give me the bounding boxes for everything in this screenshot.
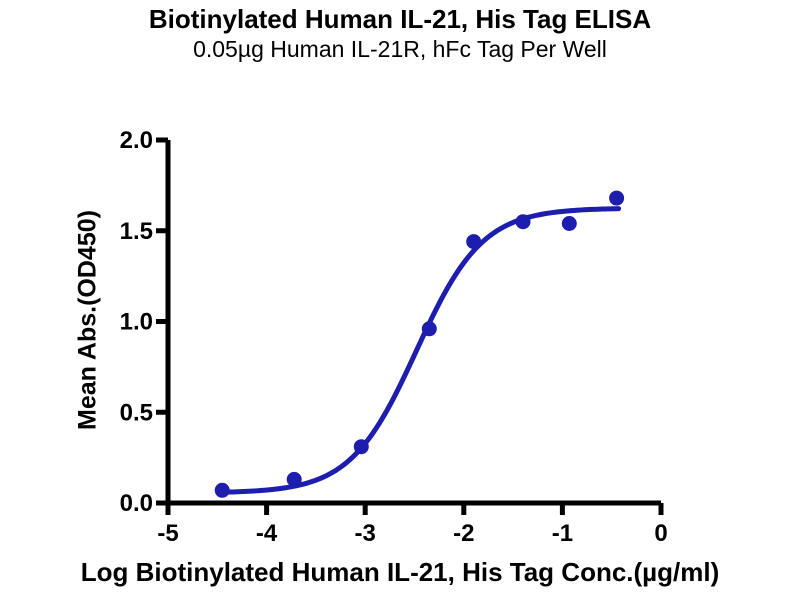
chart-subtitle: 0.05µg Human IL-21R, hFc Tag Per Well <box>193 36 607 62</box>
x-axis-label: Log Biotinylated Human IL-21, His Tag Co… <box>80 557 720 587</box>
data-point <box>515 214 531 230</box>
y-tick-label: 0.5 <box>120 399 153 426</box>
x-tick-label: -1 <box>552 520 573 547</box>
y-axis-label: Mean Abs.(OD450) <box>73 210 102 430</box>
x-tick-label: -5 <box>157 520 178 547</box>
data-point <box>214 482 230 498</box>
data-point <box>421 321 437 337</box>
data-point <box>353 439 369 455</box>
y-tick-label: 1.5 <box>120 218 153 245</box>
x-tick-label: -4 <box>256 520 278 547</box>
y-tick-label: 0.0 <box>120 490 153 517</box>
data-point <box>286 471 302 487</box>
axes <box>165 140 661 506</box>
chart-title: Biotinylated Human IL-21, His Tag ELISA <box>148 4 652 34</box>
data-point <box>466 234 482 250</box>
fit-curve <box>219 206 622 495</box>
data-point <box>609 190 625 206</box>
y-tick-label: 1.0 <box>120 309 153 336</box>
x-tick-label: -3 <box>355 520 376 547</box>
data-point <box>561 216 577 231</box>
x-tick-label: 0 <box>654 520 667 547</box>
y-tick-label: 2.0 <box>120 127 153 154</box>
x-tick-label: -2 <box>453 520 474 547</box>
